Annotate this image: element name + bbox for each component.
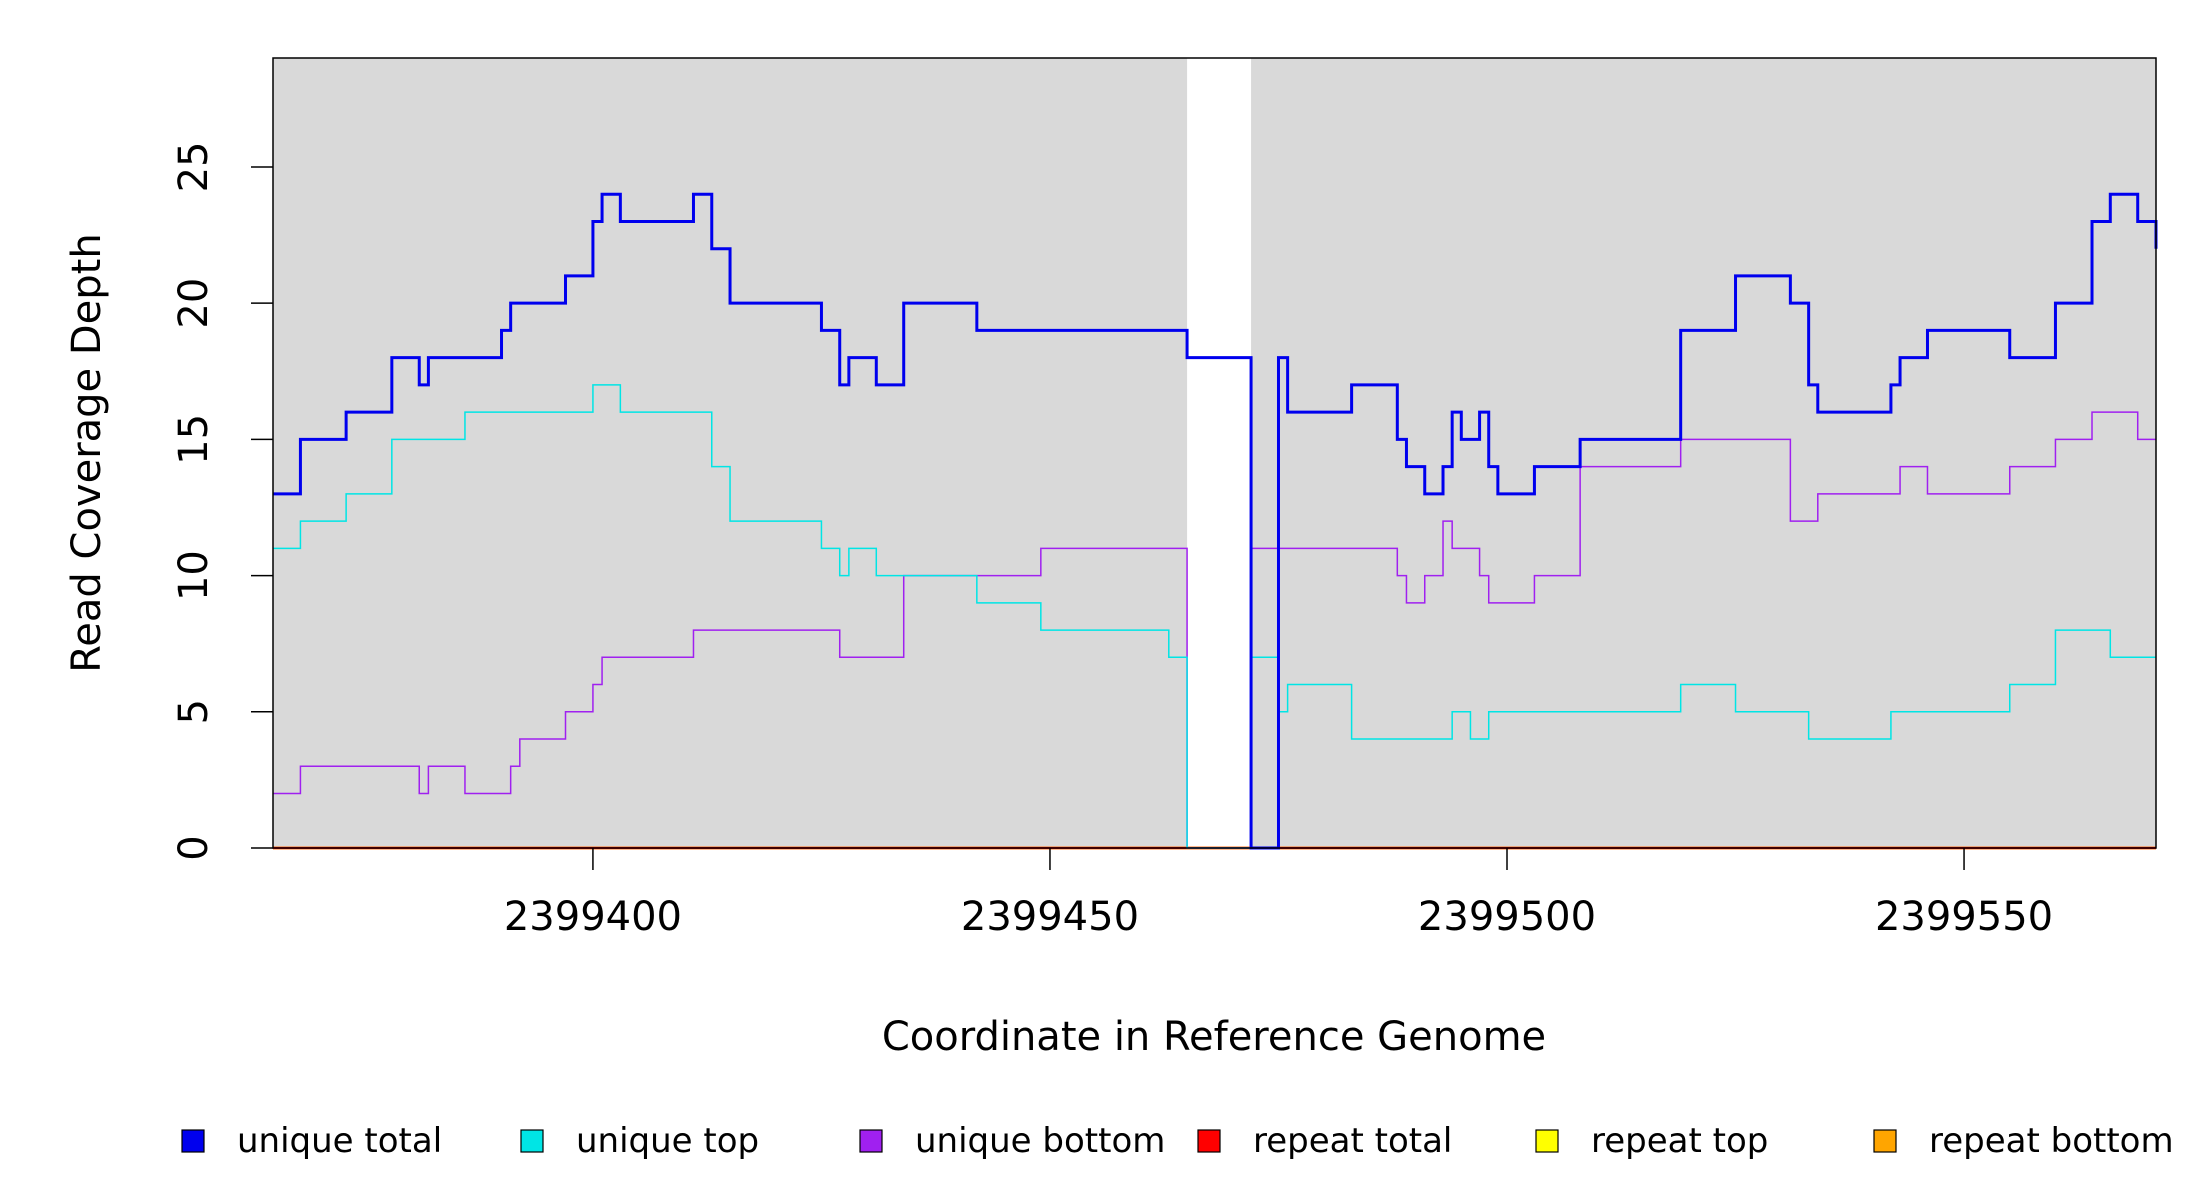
y-tick-label: 0 (171, 835, 217, 860)
legend-label: repeat top (1591, 1121, 1768, 1161)
legend-item: unique bottom (859, 1121, 1165, 1161)
legend-swatch (1535, 1129, 1559, 1153)
coverage-gap (1187, 58, 1252, 848)
legend-swatch (181, 1129, 205, 1153)
plot-frame (272, 57, 2157, 849)
legend-item: repeat top (1535, 1121, 1768, 1161)
legend-label: unique bottom (915, 1121, 1165, 1161)
legend-item: unique total (181, 1121, 442, 1161)
x-tick-label: 2399450 (961, 894, 1139, 940)
legend-label: unique top (576, 1121, 759, 1161)
legend-swatch (859, 1129, 883, 1153)
series-line-unique-top (273, 384, 2156, 849)
legend-label: unique total (237, 1121, 442, 1161)
x-axis-title: Coordinate in Reference Genome (882, 1014, 1546, 1060)
legend-swatch (520, 1129, 544, 1153)
y-tick-label: 15 (171, 414, 217, 465)
legend-item: repeat total (1197, 1121, 1452, 1161)
x-tick-label: 2399550 (1875, 894, 2053, 940)
y-tick-label: 10 (171, 550, 217, 601)
legend-label: repeat total (1253, 1121, 1452, 1161)
x-axis: 2399400 2399450 2399500 2399550 (504, 848, 2053, 940)
x-tick-label: 2399400 (504, 894, 682, 940)
series-line-unique-bottom (273, 411, 2156, 849)
legend-label: repeat bottom (1929, 1121, 2174, 1161)
legend-swatch (1873, 1129, 1897, 1153)
series-line-unique-total (273, 192, 2158, 850)
x-tick-label: 2399500 (1418, 894, 1596, 940)
y-tick-label: 25 (171, 142, 217, 193)
y-tick-label: 20 (171, 278, 217, 329)
legend-item: unique top (520, 1121, 759, 1161)
legend-swatch (1197, 1129, 1221, 1153)
legend: unique total unique top unique bottom repea… (181, 1121, 2174, 1161)
y-axis: 0 5 10 15 20 25 (171, 142, 273, 861)
y-tick-label: 5 (171, 699, 217, 724)
legend-item: repeat bottom (1873, 1121, 2174, 1161)
y-axis-title: Read Coverage Depth (64, 233, 110, 672)
